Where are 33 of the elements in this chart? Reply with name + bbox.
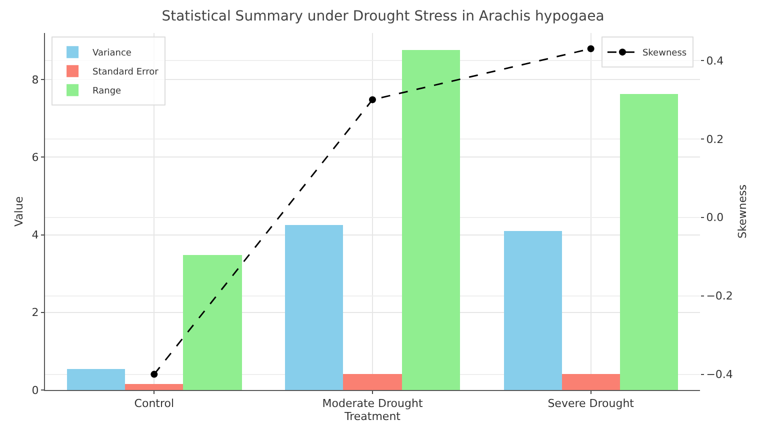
bar	[562, 374, 620, 390]
bar	[343, 374, 402, 390]
y2-tick-label: −0.2	[706, 290, 733, 303]
bar	[504, 231, 562, 390]
bar	[67, 369, 125, 390]
x-tick-label: Control	[134, 397, 174, 410]
y2-tick-label: 0.4	[706, 54, 724, 68]
y-axis-title: Value	[12, 196, 26, 227]
y2-tick-label: −0.4	[706, 368, 733, 382]
y-tick-label: 4	[32, 228, 39, 242]
x-tick-label: Moderate Drought	[322, 397, 424, 410]
bar	[402, 50, 460, 390]
legend-label: Standard Error	[92, 68, 159, 78]
legend-label: Range	[92, 86, 122, 97]
legend-label: Skewness	[642, 48, 687, 59]
y-tick-label: 0	[32, 384, 39, 397]
point	[150, 370, 158, 378]
point	[369, 96, 376, 104]
x-axis-title: Treatment	[344, 410, 402, 424]
bar	[285, 225, 343, 390]
y2-tick-label: 0.2	[706, 132, 724, 146]
bar	[125, 384, 183, 390]
legend-label: Variance	[92, 48, 132, 59]
y2-tick-label: 0.0	[706, 211, 724, 224]
chart-title: Statistical Summary under Drought Stress in Arachis hypogaea	[162, 8, 604, 25]
bar	[183, 255, 242, 390]
y-tick-label: 6	[32, 151, 39, 164]
y-tick-label: 2	[32, 306, 39, 320]
point	[587, 45, 594, 52]
y2-axis-title: Skewness	[736, 184, 750, 238]
bar	[620, 94, 678, 390]
x-tick-label: Severe Drought	[548, 397, 635, 410]
y-tick-label: 8	[32, 73, 39, 86]
